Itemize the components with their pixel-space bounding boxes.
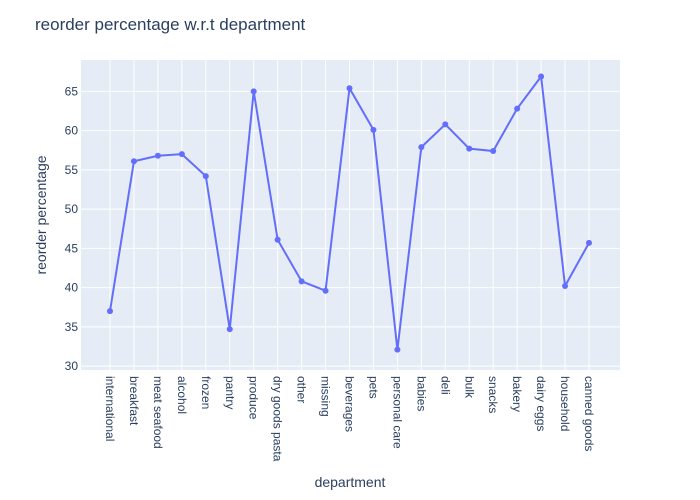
data-point bbox=[322, 287, 329, 294]
y-tick-label: 40 bbox=[65, 281, 79, 295]
y-tick-label: 35 bbox=[65, 320, 79, 334]
x-tick-label: babies bbox=[414, 376, 428, 411]
y-tick-label: 30 bbox=[65, 359, 79, 373]
y-tick-label: 45 bbox=[65, 241, 79, 255]
x-tick-label: other bbox=[295, 376, 309, 403]
x-tick-label: bakery bbox=[510, 376, 524, 412]
plot-area bbox=[81, 60, 620, 370]
data-point bbox=[562, 283, 569, 290]
data-point bbox=[370, 126, 377, 133]
data-point bbox=[586, 239, 592, 246]
data-point bbox=[466, 145, 473, 152]
y-axis-ticks: 30 35 40 45 50 55 60 65 bbox=[65, 84, 79, 373]
y-tick-label: 50 bbox=[65, 202, 79, 216]
x-tick-label: alcohol bbox=[175, 376, 189, 414]
x-tick-label: dairy eggs bbox=[534, 376, 548, 431]
data-point bbox=[298, 278, 305, 285]
data-point bbox=[202, 173, 209, 180]
data-point bbox=[514, 105, 521, 112]
data-point bbox=[226, 326, 233, 333]
x-tick-label: snacks bbox=[486, 376, 500, 413]
x-tick-label: produce bbox=[247, 376, 261, 420]
x-tick-label: pets bbox=[366, 376, 380, 399]
x-tick-label: frozen bbox=[199, 376, 213, 409]
data-point bbox=[154, 152, 161, 159]
y-tick-label: 55 bbox=[65, 163, 79, 177]
x-tick-label: breakfast bbox=[127, 376, 141, 426]
x-axis-ticks: international breakfast meat seafood alcoho… bbox=[103, 376, 596, 462]
data-point bbox=[394, 346, 401, 353]
chart-title: reorder percentage w.r.t department bbox=[35, 15, 306, 34]
series-points bbox=[107, 73, 592, 353]
x-tick-label: pantry bbox=[223, 376, 237, 409]
data-point bbox=[346, 85, 353, 92]
x-tick-label: deli bbox=[438, 376, 452, 395]
data-point bbox=[490, 148, 497, 155]
y-axis-title: reorder percentage bbox=[33, 155, 49, 274]
data-point bbox=[250, 88, 257, 95]
x-tick-label: missing bbox=[319, 376, 333, 417]
data-point bbox=[538, 73, 545, 80]
data-point bbox=[274, 236, 281, 243]
x-tick-label: bulk bbox=[462, 376, 476, 399]
y-tick-label: 60 bbox=[65, 124, 79, 138]
data-point bbox=[418, 144, 425, 151]
data-point bbox=[130, 158, 137, 165]
data-point bbox=[442, 121, 449, 128]
x-tick-label: personal care bbox=[390, 376, 404, 449]
x-tick-label: household bbox=[558, 376, 572, 431]
x-tick-label: international bbox=[103, 376, 117, 441]
gridlines bbox=[81, 60, 620, 370]
data-point bbox=[178, 151, 185, 158]
x-tick-label: beverages bbox=[343, 376, 357, 432]
x-tick-label: dry goods pasta bbox=[271, 376, 285, 462]
y-tick-label: 65 bbox=[65, 84, 79, 98]
x-tick-label: meat seafood bbox=[151, 376, 165, 449]
data-point bbox=[107, 308, 113, 315]
x-axis-title: department bbox=[315, 474, 386, 490]
x-tick-label: canned goods bbox=[582, 376, 596, 451]
